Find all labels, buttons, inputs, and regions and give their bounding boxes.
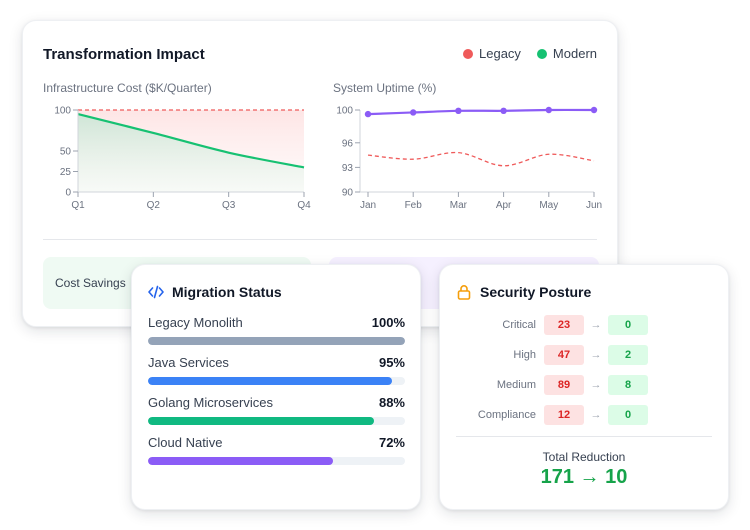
y-tick-label: 100: [336, 106, 353, 117]
x-tick-label: Feb: [405, 200, 423, 211]
security-before-badge: 89: [544, 375, 584, 395]
legacy-uptime-line: [367, 151, 595, 167]
impact-title: Transformation Impact: [43, 46, 205, 63]
uptime-chart-title: System Uptime (%): [333, 81, 437, 95]
security-row-label: High: [513, 349, 536, 361]
infrastructure-cost-chart: 100 50 25 0Q1 Q2 Q3 Q4: [54, 106, 311, 212]
y-tick-label: 25: [60, 167, 72, 178]
x-tick-label: May: [539, 200, 558, 211]
migration-progress-fill: [148, 337, 405, 345]
migration-item-header: Legacy Monolith 100%: [148, 315, 405, 330]
security-row-label: Critical: [502, 319, 536, 331]
arrow-right-icon: →: [590, 409, 602, 421]
y-tick-label: 0: [65, 188, 71, 199]
security-row: Compliance 12 → 0: [456, 405, 716, 425]
modern-cost-line: [77, 113, 305, 169]
migration-item-percent: 95%: [378, 355, 405, 370]
cost-savings-label: Cost Savings: [55, 276, 126, 290]
uptime-data-point: [590, 106, 598, 114]
migration-item-percent: 100%: [371, 315, 405, 330]
security-row: High 47 → 2: [456, 345, 716, 365]
y-tick-label: 90: [342, 188, 354, 199]
legend-item-modern: Modern: [536, 46, 597, 61]
x-tick-label: Mar: [450, 200, 468, 211]
total-reduction-label: Total Reduction: [542, 450, 626, 464]
arrow-right-icon: →: [590, 349, 602, 361]
y-tick-label: 93: [342, 163, 354, 174]
migration-item-name: Cloud Native: [148, 435, 223, 450]
security-divider: [456, 436, 712, 437]
x-tick-label: Apr: [496, 200, 512, 211]
y-tick-label: 50: [60, 147, 72, 158]
legend-label-modern: Modern: [552, 46, 597, 61]
migration-status-card: Migration Status Legacy Monolith 100% Java…: [131, 264, 421, 510]
uptime-data-point: [455, 107, 462, 115]
security-header: Security Posture: [456, 284, 591, 300]
security-before-badge: 23: [544, 315, 584, 335]
migration-item-name: Golang Microservices: [148, 395, 273, 410]
migration-item-header: Java Services 95%: [148, 355, 405, 370]
x-tick-label: Q2: [147, 200, 161, 211]
modern-dot-icon: [536, 48, 547, 59]
migration-progress-track: [148, 417, 405, 425]
total-reduction-value: 171 → 10: [540, 466, 628, 488]
system-uptime-chart: 100 96 93 90 Jan Feb Mar Apr May Jun: [336, 106, 602, 212]
migration-item-header: Golang Microservices 88%: [148, 395, 405, 410]
migration-progress-track: [148, 457, 405, 465]
security-after-badge: 0: [608, 405, 648, 425]
impact-divider: [43, 239, 597, 240]
arrow-right-icon: →: [590, 319, 602, 331]
security-after-badge: 2: [608, 345, 648, 365]
migration-item-name: Java Services: [148, 355, 229, 370]
legend-item-legacy: Legacy: [463, 46, 521, 61]
x-tick-label: Jun: [586, 200, 602, 211]
security-title: Security Posture: [480, 284, 592, 300]
chart-legend: Legacy Modern: [463, 46, 597, 61]
x-tick-label: Q1: [71, 200, 85, 211]
migration-item-percent: 72%: [378, 435, 405, 450]
migration-title: Migration Status: [172, 284, 282, 300]
x-tick-label: Q4: [297, 200, 311, 211]
modern-uptime-line: [367, 108, 595, 116]
security-row-label: Medium: [496, 379, 536, 391]
cost-chart-title: Infrastructure Cost ($K/Quarter): [43, 81, 212, 95]
security-after-badge: 8: [608, 375, 648, 395]
security-row: Medium 89 → 8: [456, 375, 716, 395]
security-row-label: Compliance: [477, 409, 536, 421]
migration-item: Cloud Native 72%: [148, 435, 405, 465]
uptime-data-point: [364, 110, 372, 118]
migration-item: Legacy Monolith 100%: [148, 315, 405, 345]
migration-header: Migration Status: [148, 284, 282, 300]
migration-item-header: Cloud Native 72%: [148, 435, 405, 450]
lock-icon: [457, 285, 471, 300]
y-tick-label: 96: [342, 138, 354, 149]
y-tick-label: 100: [54, 106, 71, 117]
security-row: Critical 23 → 0: [456, 315, 716, 335]
security-before-badge: 12: [544, 405, 584, 425]
migration-progress-fill: [148, 377, 393, 385]
modern-area: [78, 114, 304, 192]
migration-progress-fill: [148, 457, 334, 465]
migration-item-percent: 88%: [378, 395, 405, 410]
uptime-data-point: [410, 109, 417, 116]
security-posture-card: Security Posture Critical 23 → 0 High 47 → 2 Med…: [439, 264, 729, 510]
x-tick-label: Q3: [222, 200, 236, 211]
migration-item-name: Legacy Monolith: [148, 315, 243, 330]
migration-item: Java Services 95%: [148, 355, 405, 385]
arrow-right-icon: →: [590, 379, 602, 391]
legend-label-legacy: Legacy: [479, 46, 521, 61]
security-before-badge: 47: [544, 345, 584, 365]
code-icon: [148, 285, 164, 299]
migration-progress-track: [148, 377, 405, 385]
uptime-data-point: [545, 106, 552, 114]
migration-item: Golang Microservices 88%: [148, 395, 405, 425]
migration-progress-fill: [148, 417, 375, 425]
x-tick-label: Jan: [360, 200, 376, 211]
security-after-badge: 0: [608, 315, 648, 335]
migration-progress-track: [148, 337, 405, 345]
uptime-data-point: [500, 107, 507, 115]
legacy-dot-icon: [463, 48, 473, 59]
